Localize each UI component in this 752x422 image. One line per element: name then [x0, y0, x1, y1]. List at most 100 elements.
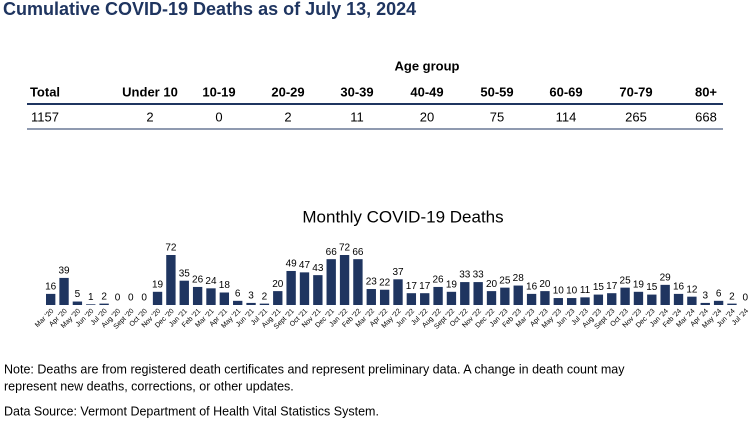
column-header: 20-29 [271, 84, 304, 99]
column-header: 70-79 [619, 84, 652, 99]
bar [326, 259, 336, 305]
value-label: 20 [272, 279, 284, 290]
bar [460, 282, 470, 305]
value-label: 16 [673, 282, 685, 293]
cell: 2 [284, 109, 291, 124]
bar [500, 287, 510, 305]
value-label: 17 [606, 281, 618, 292]
value-label: 43 [312, 263, 324, 274]
cell: 11 [350, 109, 364, 124]
value-label: 3 [248, 291, 254, 302]
value-label: 72 [339, 243, 351, 254]
bar [353, 259, 363, 305]
value-label: 19 [152, 279, 164, 290]
bar [580, 297, 590, 305]
bar [339, 255, 350, 305]
bar [633, 291, 644, 305]
value-label: 49 [286, 259, 298, 270]
bar [420, 293, 430, 305]
value-label: 35 [179, 268, 191, 279]
bar [700, 302, 710, 305]
column-header: Under 10 [122, 84, 178, 99]
value-label: 6 [716, 288, 722, 299]
bar [366, 289, 376, 305]
value-label: 17 [406, 281, 418, 292]
bar [526, 293, 537, 305]
value-label: 26 [192, 275, 204, 286]
bar [313, 275, 323, 305]
value-label: 6 [235, 288, 241, 299]
value-label: 26 [433, 275, 445, 286]
column-header: Total [30, 84, 60, 99]
cell: 2 [146, 109, 153, 124]
bar [660, 284, 670, 305]
bar [647, 294, 657, 305]
bar [486, 291, 497, 305]
cell: 265 [625, 109, 647, 124]
bar [179, 280, 189, 305]
value-label: 0 [743, 293, 749, 304]
value-label: 15 [593, 282, 605, 293]
value-label: 72 [165, 243, 177, 254]
bar [219, 292, 230, 305]
bar [687, 296, 697, 305]
value-label: 12 [686, 284, 698, 295]
value-label: 16 [526, 282, 538, 293]
value-label: 0 [128, 293, 134, 304]
value-label: 11 [580, 285, 591, 296]
value-label: 47 [299, 260, 311, 271]
source: Data Source: Vermont Department of Healt… [4, 404, 379, 418]
column-header: 10-19 [202, 84, 235, 99]
group-label: Age group [395, 58, 460, 73]
bar [286, 270, 296, 305]
bar [553, 298, 563, 305]
bar [72, 301, 83, 305]
bar [166, 255, 176, 305]
value-label: 24 [205, 276, 217, 287]
bar [59, 277, 69, 305]
value-label: 25 [620, 275, 632, 286]
value-label: 19 [633, 279, 645, 290]
value-label: 39 [58, 266, 70, 277]
value-label: 29 [660, 273, 672, 284]
value-label: 1 [88, 292, 94, 303]
bar [727, 303, 737, 305]
value-label: 2 [101, 291, 107, 302]
note: Note: Deaths are from registered death c… [4, 362, 625, 376]
bar [259, 303, 270, 305]
value-label: 10 [553, 286, 565, 297]
value-label: 33 [459, 270, 471, 281]
bar [393, 279, 403, 305]
column-header: 40-49 [410, 84, 443, 99]
cell: 1157 [31, 109, 59, 124]
cell: 668 [695, 109, 717, 124]
value-label: 20 [539, 279, 551, 290]
value-label: 15 [646, 282, 658, 293]
value-label: 66 [326, 247, 338, 258]
bar [299, 272, 310, 305]
bar [192, 286, 203, 305]
value-label: 20 [486, 279, 498, 290]
bar [433, 286, 443, 305]
bar [46, 293, 56, 305]
value-label: 28 [513, 273, 525, 284]
value-label: 22 [379, 277, 391, 288]
cell: 20 [420, 109, 434, 124]
bar [206, 288, 216, 305]
value-label: 2 [262, 291, 268, 302]
bar [273, 291, 283, 305]
note: represent new deaths, corrections, or ot… [4, 379, 294, 393]
bar [713, 300, 724, 305]
bar [446, 291, 457, 305]
value-label: 3 [702, 291, 708, 302]
bar [99, 303, 109, 305]
bar [607, 293, 617, 305]
bar [86, 304, 96, 305]
bar [233, 300, 243, 305]
chart-title: Monthly COVID-19 Deaths [302, 207, 503, 226]
cell: 75 [490, 109, 504, 124]
cell: 0 [215, 109, 222, 124]
bar [246, 302, 256, 305]
page-title: Cumulative COVID-19 Deaths as of July 13… [3, 0, 416, 19]
